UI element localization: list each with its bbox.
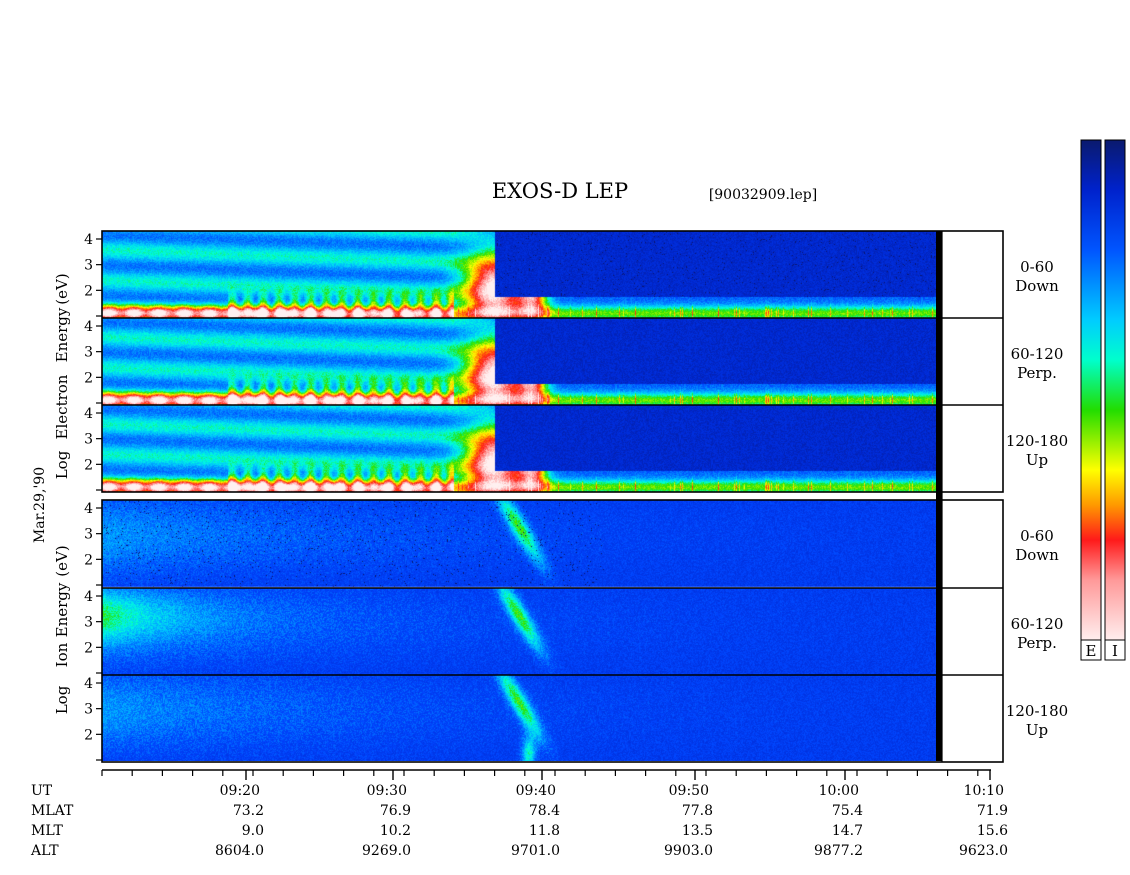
angle-range-label: 120-180: [1006, 432, 1068, 450]
ephemeris-value: 77.8: [682, 803, 713, 819]
ephemeris-value: 9903.0: [664, 843, 713, 859]
ephemeris-value: 9269.0: [362, 843, 411, 859]
colorbar-label-box: [1080, 639, 1102, 661]
electron-axis-word: (eV): [53, 273, 71, 304]
y-tick-label: 4: [84, 232, 93, 248]
angle-range-label: 0-60: [1020, 258, 1054, 276]
time-tick-label: 09:30: [367, 783, 407, 799]
date-label: Mar.29,'90: [32, 467, 48, 543]
y-tick-label: 2: [84, 552, 93, 568]
y-tick-label: 4: [84, 319, 93, 335]
y-tick-label: 4: [84, 406, 93, 422]
panel-group-frame: [101, 499, 1004, 763]
time-tick-label: 09:50: [669, 783, 709, 799]
direction-label: Up: [1026, 721, 1048, 739]
ephemeris-row-label: MLAT: [31, 803, 74, 819]
electron-axis-word: Log: [53, 450, 71, 479]
angle-range-label: 0-60: [1020, 527, 1054, 545]
time-tick-label: 09:40: [516, 783, 556, 799]
ephemeris-value: 75.4: [832, 803, 863, 819]
y-tick-label: 3: [84, 258, 93, 274]
label-cell: [943, 676, 1002, 761]
ephemeris-table: UT MLAT 73.2 76.9 78.4 77.8 75.4 71.9 MLT 9.0 10.2…: [30, 783, 1008, 859]
angle-range-label: 60-120: [1011, 345, 1064, 363]
y-tick-label: 2: [84, 727, 93, 743]
y-tick-label: 3: [84, 432, 93, 448]
time-tick-label: 10:00: [819, 783, 859, 799]
ut-row-label: UT: [31, 783, 53, 799]
y-tick-label: 4: [84, 501, 93, 517]
ephemeris-value: 9623.0: [959, 843, 1008, 859]
direction-label: Perp.: [1017, 364, 1057, 382]
y-tick-label: 2: [84, 370, 93, 386]
ephemeris-value: 8604.0: [215, 843, 264, 859]
label-cell: [943, 319, 1002, 404]
ephemeris-row-label: ALT: [30, 843, 59, 859]
colorbar-label: I: [1112, 642, 1118, 660]
label-cell: [943, 232, 1002, 317]
panel-group-frame: [101, 230, 1004, 493]
ephemeris-value: 71.9: [977, 803, 1008, 819]
ephemeris-value: 9877.2: [814, 843, 863, 859]
ion-axis-word: Log: [53, 685, 71, 714]
ion-axis-word: Energy: [53, 582, 71, 637]
ephemeris-value: 15.6: [977, 823, 1008, 839]
ephemeris-value: 10.2: [380, 823, 411, 839]
y-tick-label: 3: [84, 702, 93, 718]
time-axis: 09:20 09:30 09:40 09:50 10:00 10:10: [101, 769, 1004, 799]
y-tick-label: 4: [84, 589, 93, 605]
y-axis-labels: Log Electron Energy (eV) Log Ion Energy (eV) Mar…: [32, 273, 71, 714]
direction-label: Down: [1015, 546, 1059, 564]
ephemeris-value: 9701.0: [511, 843, 560, 859]
y-tick-label: 2: [84, 283, 93, 299]
ephemeris-value: 13.5: [682, 823, 713, 839]
direction-label: Perp.: [1017, 634, 1057, 652]
electron-axis-word: Electron: [53, 374, 71, 439]
direction-label: Down: [1015, 277, 1059, 295]
ion-axis-word: (eV): [53, 545, 71, 576]
y-tick-label: 3: [84, 527, 93, 543]
data-end-bar: [936, 231, 942, 761]
pitch-angle-labels: 0-60Down60-120Perp.120-180Up0-60Down60-1…: [1006, 258, 1068, 739]
ephemeris-value: 14.7: [832, 823, 863, 839]
y-tick-label: 2: [84, 457, 93, 473]
ephemeris-value: 73.2: [233, 803, 264, 819]
label-cell: [943, 589, 1002, 674]
angle-range-label: 120-180: [1006, 702, 1068, 720]
label-cell: [943, 501, 1002, 586]
time-tick-label: 10:10: [964, 783, 1004, 799]
y-tick-label: 3: [84, 345, 93, 361]
y-tick-label: 3: [84, 615, 93, 631]
ephemeris-value: 11.8: [529, 823, 560, 839]
ephemeris-value: 76.9: [380, 803, 411, 819]
time-tick-label: 09:20: [220, 783, 260, 799]
colorbar: [1080, 139, 1102, 641]
energy-axes: 2 3 4 2 3 4 2 3 4 2 3 4 2 3 4 2 3 4: [84, 232, 102, 761]
panel-frames: [101, 230, 1004, 763]
y-tick-label: 4: [84, 676, 93, 692]
chart-title: EXOS-D LEP: [492, 179, 628, 203]
angle-range-label: 60-120: [1011, 615, 1064, 633]
colorbar-label: E: [1086, 642, 1097, 660]
electron-axis-word: Energy: [53, 307, 71, 362]
label-cell: [943, 406, 1002, 491]
spectrogram-image: [102, 231, 938, 761]
ephemeris-value: 78.4: [529, 803, 560, 819]
colorbar: [1104, 139, 1126, 641]
ephemeris-row-label: MLT: [31, 823, 63, 839]
ion-axis-word: Ion: [53, 642, 71, 667]
direction-label: Up: [1026, 451, 1048, 469]
colorbar-label-box: [1104, 639, 1126, 661]
file-label: [90032909.lep]: [709, 187, 817, 203]
ephemeris-value: 9.0: [242, 823, 264, 839]
y-tick-label: 2: [84, 640, 93, 656]
